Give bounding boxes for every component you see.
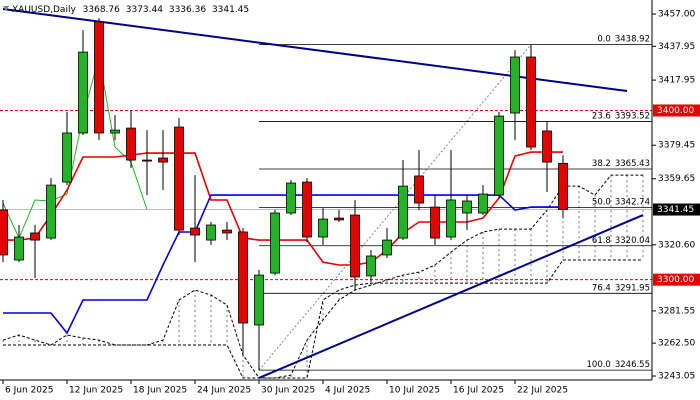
y-tick-label: 3457.00 [658,10,695,20]
candle-body [462,200,472,214]
candle-body [78,51,88,134]
price-level-box [653,273,700,286]
candle-body [46,184,56,239]
candle-body [526,56,536,148]
y-tick-label: 3437.95 [658,42,695,52]
candle-body [62,132,72,183]
fib-ratio: 38.2 [592,158,611,168]
candle-body [414,175,424,204]
candle-body [398,185,408,239]
candle-body [30,232,40,241]
candle-body [510,56,520,114]
candle-body [430,206,440,239]
candle-body [494,115,504,196]
fib-label: 38.2 3365.43 [592,158,650,168]
x-tick-label: 30 Jun 2025 [261,386,315,396]
y-tick-label: 3359.65 [658,174,695,184]
candle-body [222,229,232,234]
menu-arrow [3,6,9,11]
fib-price: 3291.95 [615,283,650,293]
axes: 3457.00 3437.95 3417.95 3379.45 3359.65 3320.… [2,10,700,396]
kijun-sen [3,194,563,335]
tenkan-sen [3,151,563,266]
candle-body [366,255,376,277]
candle-body [238,231,248,324]
x-tick-label: 12 Jun 2025 [69,386,123,396]
fib-ratio: 50.0 [592,197,611,207]
candle-body [446,199,456,238]
fib-label: 76.4 3291.95 [592,283,650,293]
fib-ratio: 76.4 [592,283,611,293]
x-tick-label: 18 Jun 2025 [133,386,187,396]
x-tick-label: 22 Jul 2025 [517,386,568,396]
fib-label: 100.0 3246.55 [587,360,651,370]
fib-price: 3320.04 [615,235,650,245]
y-tick-label: 3281.55 [658,306,695,316]
candle-body [286,182,296,214]
candle-body [142,159,152,162]
candle-body [382,239,392,256]
chikou-span [2,56,148,240]
x-tick-label: 10 Jul 2025 [389,386,440,396]
candle-body [190,227,200,236]
candle-body [318,218,328,238]
current-price-label: 3341.45 [657,205,694,215]
candle-body [174,126,184,231]
close-value: 3341.45 [212,5,249,15]
candle-body [94,21,104,134]
chart-header: XAUUSD,Daily 3368.76 3373.44 3336.36 334… [12,5,249,15]
fib-ratio: 61.8 [592,235,611,245]
y-tick-label: 3320.60 [658,240,695,250]
fib-label: 23.6 3393.52 [592,111,650,121]
x-tick-label: 6 Jun 2025 [5,386,53,396]
y-tick-label: 3243.05 [658,372,695,382]
x-tick-label: 16 Jul 2025 [453,386,504,396]
fib-ratio: 0.0 [597,34,611,44]
candle-body [14,236,24,261]
fib-price: 3393.52 [615,111,650,121]
current-price-box [653,203,700,216]
senkou-span-a [2,174,643,379]
candle-body [478,193,488,214]
low-value: 3336.36 [169,5,206,15]
y-tick-label: 3262.50 [658,339,695,349]
y-tick-label: 3417.95 [658,76,695,86]
y-tick-label: 3379.45 [658,141,695,151]
candle-body [0,209,8,256]
fib-ratio: 23.6 [592,111,611,121]
candle-body [158,157,168,163]
fib-price: 3342.74 [615,197,650,207]
price-level-label: 3300.00 [657,275,694,285]
plot-area: 0.0 3438.92 23.6 3393.52 38.2 3365.43 50.0 3342… [0,7,652,379]
candle-body [302,181,312,238]
senkou-span-b [3,259,643,379]
fib-price: 3365.43 [615,158,650,168]
candle-body [206,224,216,241]
fib-label: 50.0 3342.74 [592,197,650,207]
candle-body [110,129,120,134]
candle-body [334,217,344,221]
x-tick-label: 4 Jul 2025 [325,386,370,396]
high-value: 3373.44 [126,5,163,15]
fib-price: 3438.92 [615,34,650,44]
fib-label: 0.0 3438.92 [597,34,650,44]
candle-body [350,214,360,278]
price-level-label: 3400.00 [657,106,694,116]
fib-label: 61.8 3320.04 [592,235,650,245]
fib-price: 3246.55 [615,360,650,370]
candle-body [558,162,568,210]
price-level-box [653,104,700,117]
candle-body [126,127,136,161]
trendline [2,7,628,93]
fib-ratio: 100.0 [587,360,611,370]
chart-title: XAUUSD,Daily [12,5,76,15]
candle-body [270,212,280,274]
candle-body [542,130,552,163]
x-tick-label: 24 Jun 2025 [197,386,251,396]
trendline [258,214,644,379]
candle-body [254,274,264,326]
open-value: 3368.76 [83,5,120,15]
